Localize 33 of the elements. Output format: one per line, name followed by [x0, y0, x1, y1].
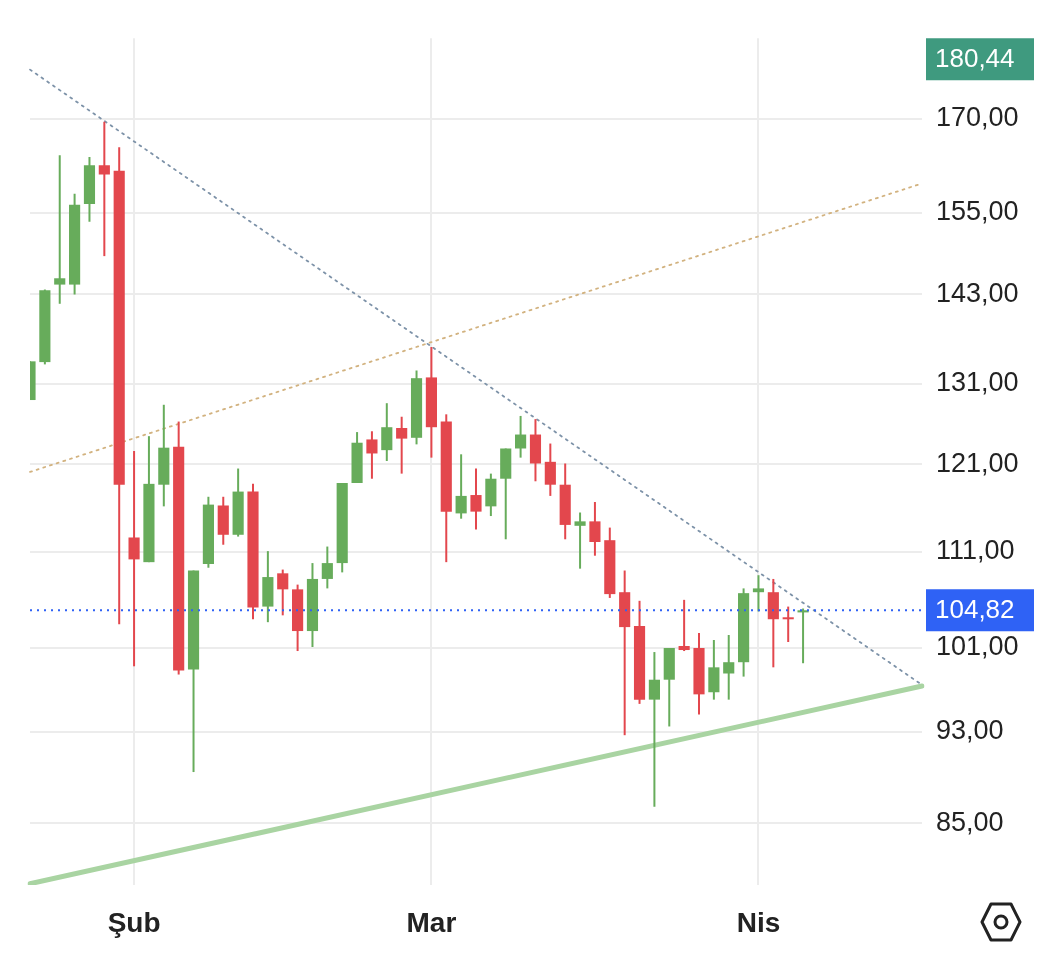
candlestick	[455, 453, 467, 520]
candlestick	[648, 651, 660, 808]
candlestick	[515, 414, 527, 459]
candlestick	[396, 415, 408, 475]
y-tick-label: 85,00	[936, 806, 1004, 837]
candlestick	[574, 511, 586, 570]
y-tick-label: 121,00	[936, 447, 1019, 478]
y-tick-label: 170,00	[936, 102, 1019, 133]
candlestick	[589, 501, 601, 557]
candlestick	[752, 574, 765, 613]
y-tick-label: 101,00	[936, 631, 1019, 662]
y-tick-label: 143,00	[936, 277, 1019, 308]
candlestick	[678, 598, 690, 653]
candlestick	[544, 442, 556, 497]
x-tick-label: Nis	[736, 906, 781, 938]
candlestick	[366, 430, 378, 480]
candlestick	[98, 120, 110, 258]
candlestick	[128, 449, 140, 668]
candlestick	[321, 545, 333, 590]
x-tick-label: Şub	[107, 906, 161, 938]
candlestick	[723, 634, 735, 701]
candlestick	[782, 605, 794, 643]
candlestick	[277, 568, 289, 617]
y-tick-label: 93,00	[936, 715, 1004, 746]
x-tick-label: Mar	[406, 906, 457, 938]
y-tick-label: 155,00	[936, 196, 1019, 227]
candlestick	[470, 467, 482, 531]
y-tick-label: 111,00	[936, 535, 1015, 566]
ref-line-label: 104,82	[935, 594, 1015, 625]
y-tick-label: 131,00	[936, 367, 1019, 398]
candlestick	[54, 154, 66, 305]
candlestick	[381, 402, 393, 462]
text: 180,44	[935, 43, 1015, 74]
